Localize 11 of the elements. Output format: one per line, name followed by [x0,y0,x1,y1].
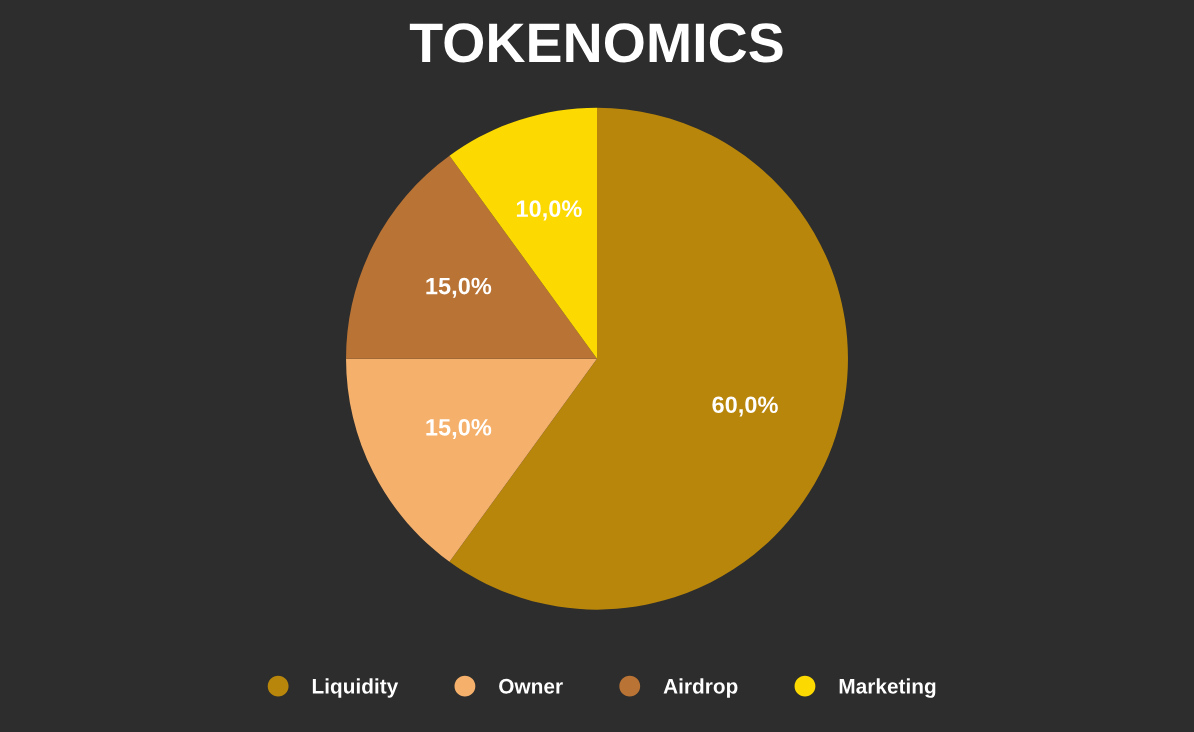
data-label: 15,0% [426,277,492,298]
pie-slice [346,155,597,359]
legend-label: Owner [499,678,563,694]
legend-label: Airdrop [663,678,738,698]
legend-label: Liquidity [312,678,399,698]
data-label: 60,0% [712,396,778,417]
chart-title: TOKENOMICS [409,23,783,63]
data-label: 10,0% [516,200,582,221]
data-label: 15,0% [426,418,492,440]
legend-label: Marketing [839,678,936,698]
pie-slice [346,358,597,562]
